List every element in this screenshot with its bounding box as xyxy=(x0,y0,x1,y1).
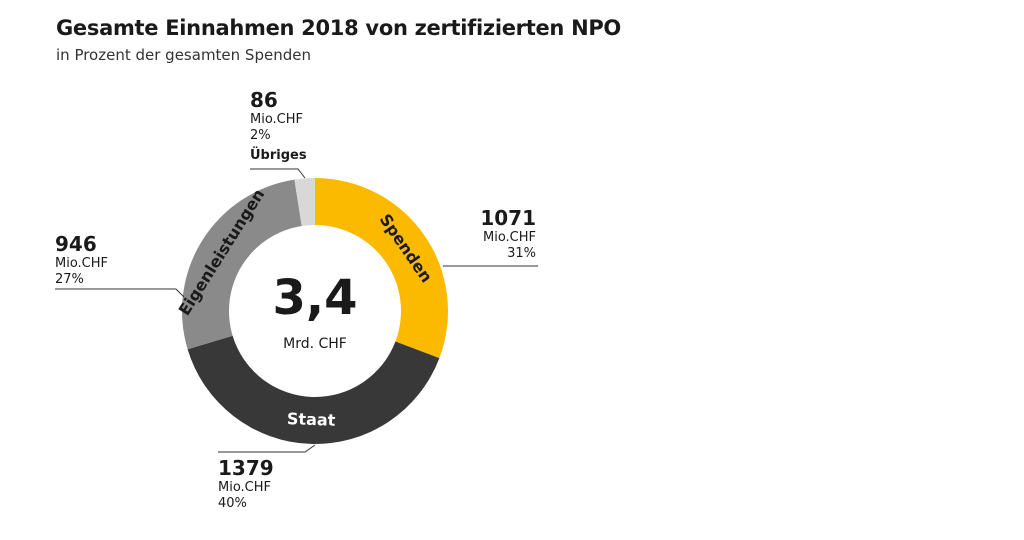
leader-line-staat xyxy=(218,444,316,453)
chart-title: Gesamte Einnahmen 2018 von zertifizierte… xyxy=(56,16,621,40)
chart-subtitle: in Prozent der gesamten Spenden xyxy=(56,46,311,64)
label-eigenleistungen: 946 Mio.CHF 27% xyxy=(55,232,108,288)
unit-spenden: Mio.CHF xyxy=(482,230,536,245)
value-uebriges: 86 xyxy=(250,88,278,112)
unit-eigenleistungen: Mio.CHF xyxy=(55,256,109,271)
value-staat: 1379 xyxy=(218,456,274,480)
label-spenden: 1071 Mio.CHF 31% xyxy=(440,206,536,262)
slice-spenden xyxy=(315,178,448,359)
percent-uebriges: 2% xyxy=(250,128,271,143)
percent-eigenleistungen: 27% xyxy=(55,272,84,287)
slice-übriges xyxy=(294,178,315,227)
center-unit: Mrd. CHF xyxy=(283,336,347,352)
unit-uebriges: Mio.CHF xyxy=(250,112,304,127)
slice-label-staat: Staat xyxy=(287,409,336,430)
label-staat: 1379 Mio.CHF 40% xyxy=(218,456,274,512)
percent-spenden: 31% xyxy=(507,246,536,261)
value-eigenleistungen: 946 xyxy=(55,232,97,256)
slice-staat xyxy=(187,335,440,445)
leader-line-uebriges xyxy=(250,168,306,179)
slice-eigenleistungen xyxy=(181,179,302,350)
unit-staat: Mio.CHF xyxy=(218,480,272,495)
label-uebriges: 86 Mio.CHF 2% Übriges xyxy=(250,88,307,164)
name-uebriges: Übriges xyxy=(250,148,307,163)
center-value: 3,4 xyxy=(272,270,357,326)
value-spenden: 1071 xyxy=(480,206,536,230)
percent-staat: 40% xyxy=(218,496,247,511)
leader-line-eigenleistungen xyxy=(55,288,185,298)
